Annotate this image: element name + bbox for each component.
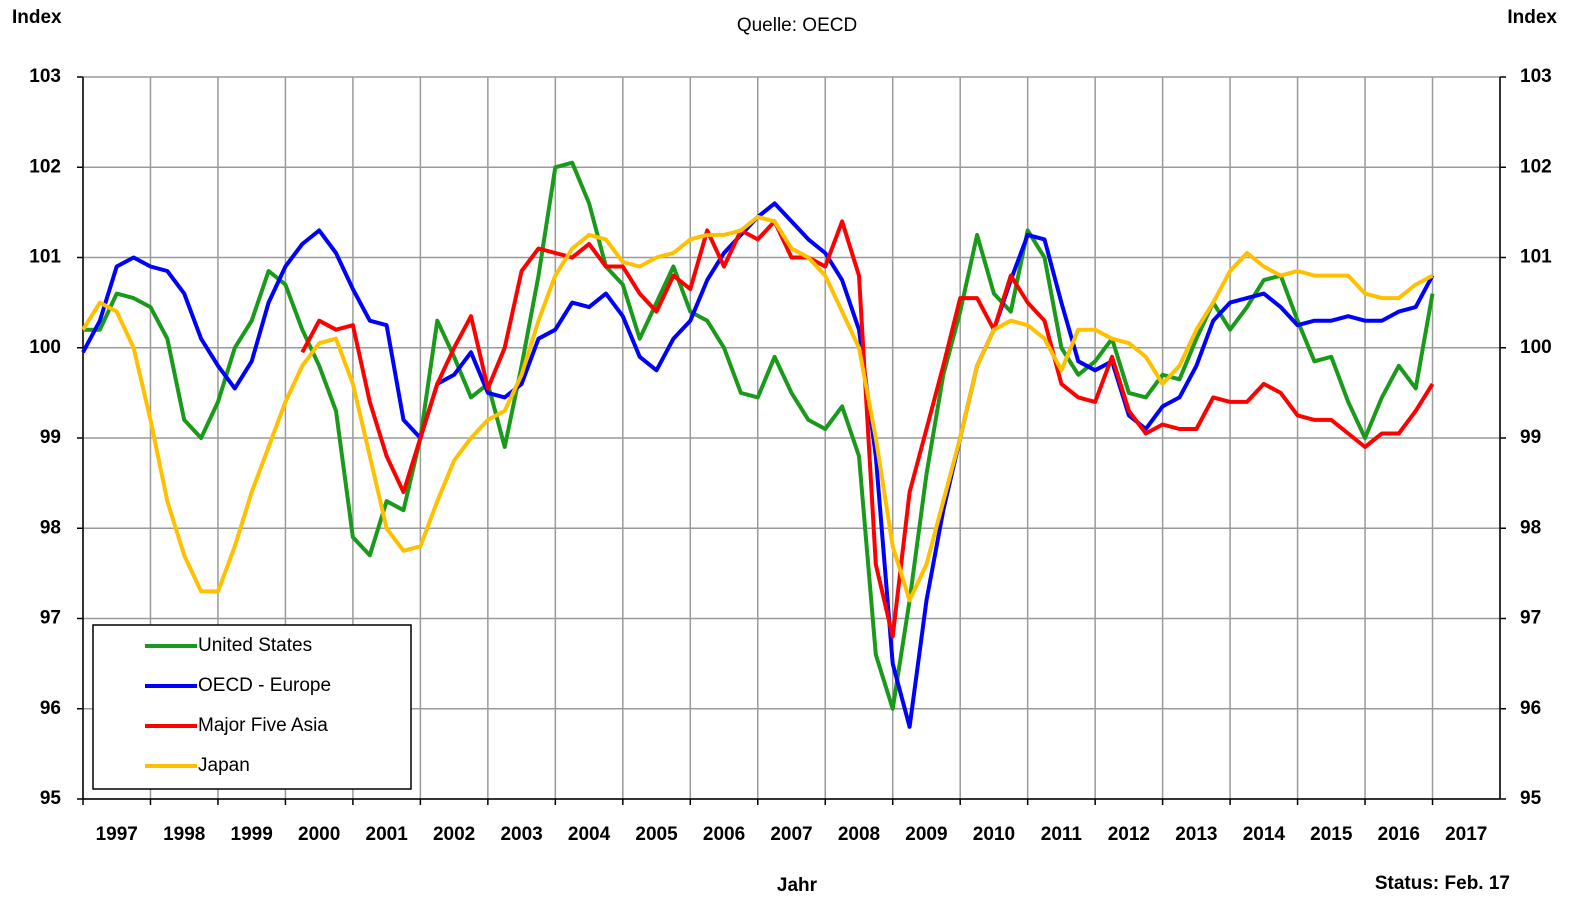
y2-tick-label: 100 — [1520, 337, 1552, 358]
x-tick-label: 2005 — [635, 824, 678, 845]
x-tick-label: 2007 — [770, 824, 812, 845]
y2-axis-label: Index — [1507, 7, 1557, 28]
x-tick-label: 2000 — [298, 824, 340, 845]
x-tick-label: 1999 — [231, 824, 273, 845]
legend-label: OECD - Europe — [198, 675, 331, 696]
x-tick-label: 2002 — [433, 824, 475, 845]
x-tick-label: 2011 — [1041, 824, 1083, 845]
y2-tick-label: 99 — [1520, 427, 1541, 448]
x-tick-label: 2009 — [905, 824, 947, 845]
x-tick-label: 2008 — [838, 824, 880, 845]
y-tick-label: 103 — [29, 66, 61, 87]
y2-tick-label: 98 — [1520, 517, 1541, 538]
x-tick-label: 2013 — [1175, 824, 1217, 845]
x-tick-label: 2003 — [500, 824, 542, 845]
x-tick-label: 1998 — [163, 824, 205, 845]
y2-tick-label: 96 — [1520, 698, 1541, 719]
x-axis-label: Jahr — [777, 875, 818, 896]
series-line — [81, 214, 1434, 603]
y-axis-label: Index — [12, 7, 62, 28]
x-tick-label: 2014 — [1243, 824, 1286, 845]
y-tick-label: 100 — [29, 337, 61, 358]
y-tick-label: 102 — [29, 156, 61, 177]
y-tick-label: 97 — [40, 608, 61, 629]
chart-title: Quelle: OECD — [737, 15, 857, 36]
legend-box — [92, 624, 412, 790]
x-tick-label: 1997 — [96, 824, 138, 845]
y2-tick-label: 101 — [1520, 247, 1552, 268]
y-tick-label: 95 — [40, 788, 62, 809]
y-tick-label: 98 — [40, 517, 61, 538]
legend-label: Major Five Asia — [198, 715, 328, 736]
y-tick-label: 99 — [40, 427, 61, 448]
y2-tick-label: 97 — [1520, 608, 1541, 629]
x-tick-label: 2004 — [568, 824, 611, 845]
x-tick-label: 2006 — [703, 824, 745, 845]
status-note: Status: Feb. 17 — [1375, 873, 1510, 894]
x-tick-label: 2016 — [1378, 824, 1420, 845]
y2-tick-label: 102 — [1520, 156, 1552, 177]
legend-label: Japan — [198, 755, 250, 776]
y-tick-label: 96 — [40, 698, 61, 719]
legend-label: United States — [198, 635, 312, 656]
y-tick-label: 101 — [29, 247, 61, 268]
x-tick-label: 2015 — [1310, 824, 1353, 845]
x-tick-label: 2012 — [1108, 824, 1150, 845]
x-tick-label: 2017 — [1445, 824, 1487, 845]
x-tick-label: 2001 — [366, 824, 409, 845]
y2-tick-label: 103 — [1520, 66, 1552, 87]
x-tick-label: 2010 — [973, 824, 1015, 845]
series-line — [300, 219, 1435, 639]
y2-tick-label: 95 — [1520, 788, 1542, 809]
